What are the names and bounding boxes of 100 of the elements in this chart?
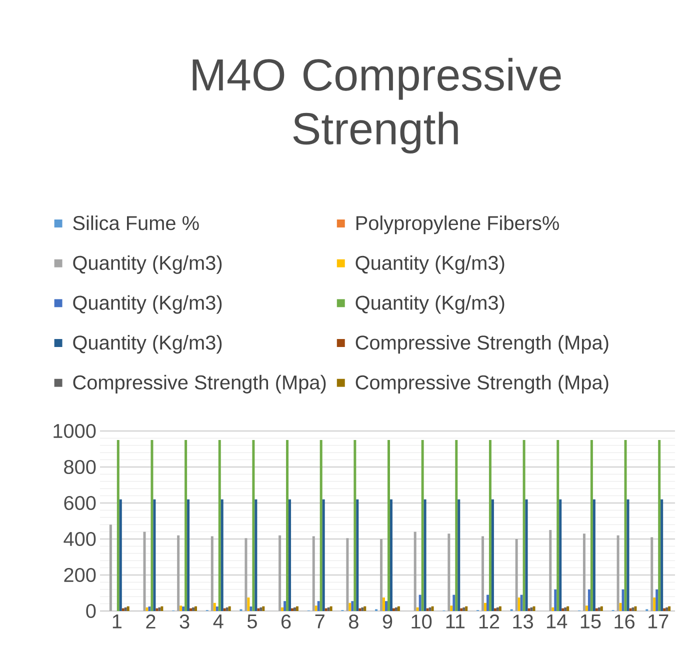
bar	[150, 440, 154, 611]
bar	[632, 607, 634, 611]
x-tick-label: 5	[247, 614, 257, 628]
bar	[598, 607, 600, 611]
bar	[346, 538, 349, 611]
bar	[448, 534, 450, 611]
bar	[226, 607, 228, 611]
bar	[254, 499, 258, 611]
bar	[515, 539, 518, 611]
bar	[532, 606, 536, 611]
legend-label: Polypropylene Fibers%	[356, 216, 559, 234]
bar	[312, 536, 315, 611]
bar	[153, 499, 156, 611]
legend-label: Compressive Strength (Mpa)	[73, 374, 326, 394]
bar	[190, 608, 192, 611]
x-tick-label: 9	[382, 614, 392, 629]
bar	[650, 537, 654, 611]
bar	[390, 499, 392, 611]
bar	[320, 440, 322, 611]
bar	[494, 608, 496, 611]
x-tick-label: 13	[513, 614, 533, 629]
bar	[491, 499, 494, 611]
bar	[488, 440, 492, 611]
bar	[431, 606, 434, 611]
bar	[616, 535, 620, 611]
bar	[223, 608, 226, 611]
bar	[600, 606, 603, 611]
bar	[317, 601, 320, 611]
bar	[257, 608, 260, 611]
bar	[250, 606, 252, 611]
bar	[622, 589, 624, 611]
bar	[522, 440, 526, 611]
bar	[666, 607, 668, 611]
bar	[361, 607, 364, 611]
bar	[595, 608, 598, 611]
bar	[262, 606, 265, 611]
bar	[619, 602, 622, 611]
x-tick-label: 16	[614, 614, 634, 629]
legend-label: Compressive Strength (Mpa)	[356, 335, 608, 354]
bar	[194, 606, 198, 611]
y-tick-label: 800	[64, 460, 96, 474]
x-tick-label: 12	[479, 614, 500, 628]
bar	[380, 539, 383, 611]
bar	[385, 601, 388, 611]
bar	[119, 499, 122, 611]
bar	[330, 606, 332, 611]
bar	[416, 607, 419, 611]
bar	[294, 607, 296, 611]
bar	[296, 606, 298, 611]
bar	[348, 602, 352, 611]
bar	[588, 589, 590, 611]
bar	[109, 524, 112, 611]
bar	[518, 598, 520, 611]
x-tick-label: 7	[315, 614, 324, 628]
bar	[582, 534, 586, 611]
bar	[626, 499, 630, 611]
bar	[148, 606, 151, 611]
x-tick-label: 10	[412, 614, 432, 629]
bar	[653, 598, 656, 611]
legend-label: Silica Fume %	[73, 216, 199, 230]
y-tick-label: 600	[64, 496, 96, 510]
bar	[182, 606, 185, 611]
bar	[314, 606, 318, 611]
bar	[286, 440, 289, 611]
bar	[421, 440, 424, 611]
bar	[281, 607, 284, 611]
bar	[260, 607, 262, 611]
bar	[382, 598, 386, 611]
bar	[656, 589, 658, 611]
bar	[426, 608, 429, 611]
bar	[247, 598, 250, 611]
bar	[327, 607, 330, 611]
bar	[160, 606, 164, 611]
bar	[452, 594, 456, 611]
bar	[428, 607, 432, 611]
x-tick-label: 4	[213, 614, 224, 628]
bar	[660, 499, 664, 611]
bar	[126, 606, 130, 611]
bar	[388, 440, 390, 611]
bar	[397, 606, 400, 611]
bar	[187, 499, 190, 611]
bar	[356, 499, 359, 611]
bar	[228, 606, 231, 611]
bar	[364, 606, 366, 611]
bar	[484, 602, 486, 611]
bar	[566, 606, 570, 611]
bar	[210, 536, 214, 611]
x-tick-label: 6	[282, 614, 291, 629]
x-tick-label: 3	[180, 614, 190, 629]
bar	[592, 499, 596, 611]
bar	[458, 499, 460, 611]
bar	[549, 530, 552, 611]
bar	[554, 589, 557, 611]
x-tick-label: 8	[349, 614, 358, 629]
legend-label: Quantity (Kg/m3)	[73, 255, 222, 274]
bar	[322, 499, 325, 611]
legend-label: Quantity (Kg/m3)	[73, 295, 222, 314]
bar	[278, 535, 282, 611]
bar	[180, 606, 182, 611]
bar	[590, 440, 593, 611]
